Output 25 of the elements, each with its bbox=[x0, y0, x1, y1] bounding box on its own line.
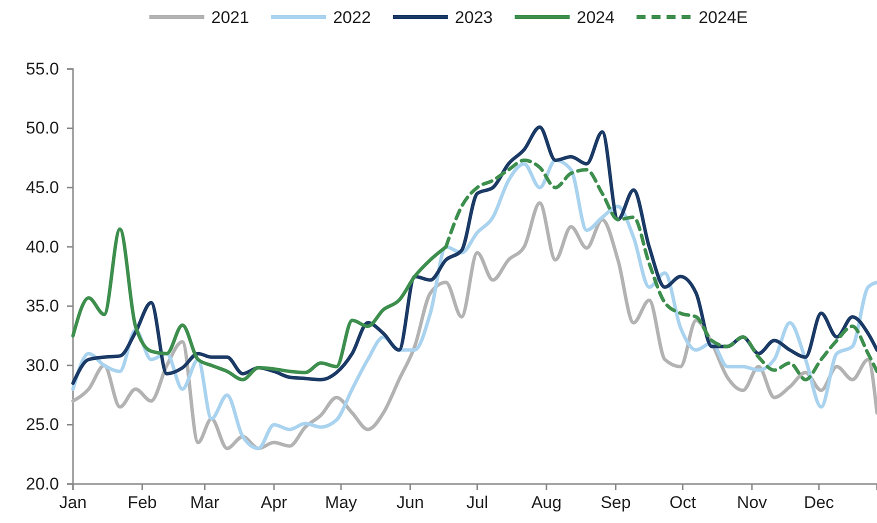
y-tick-label: 35.0 bbox=[26, 296, 59, 316]
y-tick-label: 20.0 bbox=[26, 474, 59, 494]
y-tick-label: 40.0 bbox=[26, 237, 59, 256]
x-tick-label: Apr bbox=[260, 493, 288, 512]
x-tick-label: Jan bbox=[59, 493, 87, 512]
y-tick-label: 45.0 bbox=[26, 178, 59, 198]
legend-label: 2022 bbox=[333, 8, 371, 27]
x-tick-label: Feb bbox=[128, 493, 157, 512]
y-tick-label: 25.0 bbox=[26, 415, 59, 434]
x-tick-label: Sep bbox=[600, 493, 631, 512]
legend-label: 2024E bbox=[698, 8, 748, 27]
x-tick-label: Aug bbox=[531, 493, 562, 512]
y-tick-label: 50.0 bbox=[26, 118, 59, 138]
y-tick-label: 55.0 bbox=[26, 59, 59, 78]
legend-label: 2021 bbox=[211, 8, 250, 27]
legend-label: 2023 bbox=[454, 8, 493, 27]
y-tick-label: 30.0 bbox=[26, 356, 59, 375]
legend-label: 2024 bbox=[576, 8, 615, 27]
x-tick-label: Mar bbox=[190, 493, 220, 512]
x-tick-label: Oct bbox=[669, 493, 696, 512]
x-tick-label: Dec bbox=[804, 493, 835, 512]
x-tick-label: Nov bbox=[736, 493, 768, 512]
x-tick-label: Jul bbox=[466, 493, 488, 512]
x-tick-label: May bbox=[324, 493, 358, 512]
x-tick-label: Jun bbox=[396, 493, 424, 512]
